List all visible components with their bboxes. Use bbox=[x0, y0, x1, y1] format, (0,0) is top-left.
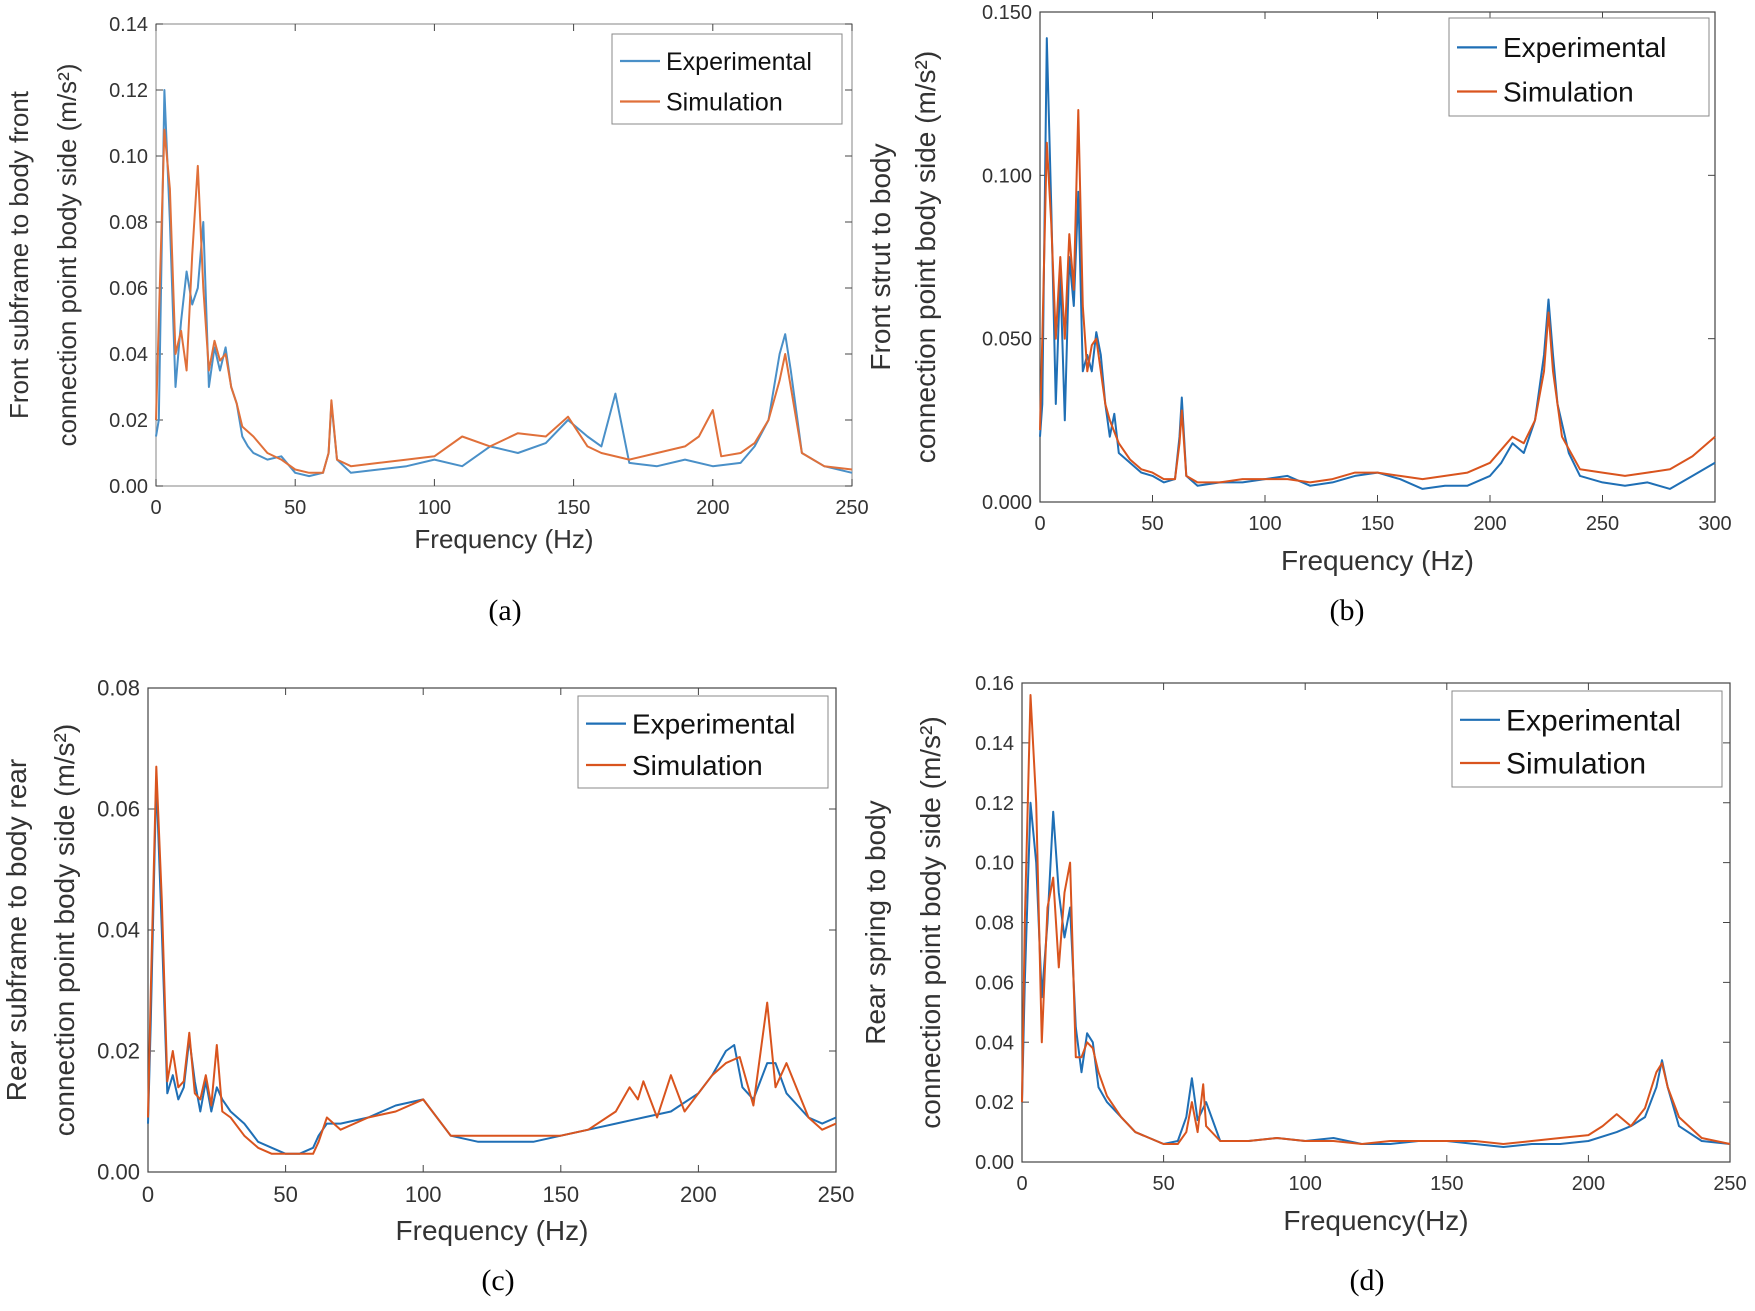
legend: Experimental Simulation bbox=[1448, 17, 1710, 117]
chart-panel-c: 0 50 100 150 200 250 0.00 0.02 0.04 0.06 0.08 Frequ… bbox=[1, 676, 854, 1297]
legend-box bbox=[1448, 17, 1710, 117]
y-tick-label: 0.14 bbox=[109, 14, 148, 36]
legend-label: Experimental bbox=[666, 48, 812, 76]
x-tick-label: 200 bbox=[1473, 513, 1506, 535]
plot-area bbox=[155, 23, 853, 487]
y-axis-label-line2: connection point body side (m/s²) bbox=[910, 51, 941, 463]
y-tick-label: 0.00 bbox=[97, 1160, 140, 1185]
legend-label: Simulation bbox=[1506, 748, 1646, 781]
chart-panel-d: 0 50 100 150 200 250 0.00 0.02 0.04 0.06 0.08 0.10 0… bbox=[860, 673, 1747, 1297]
legend-label: Simulation bbox=[632, 750, 763, 781]
y-tick-label: 0.02 bbox=[975, 1092, 1014, 1114]
x-tick-label: 100 bbox=[405, 1182, 442, 1207]
series-line-experimental bbox=[155, 89, 853, 478]
y-axis-label-line2: connection point body side (m/s²) bbox=[49, 724, 80, 1136]
y-tick-label: 0.04 bbox=[97, 918, 140, 943]
y-tick-label: 0.02 bbox=[109, 410, 148, 432]
series-line-simulation bbox=[155, 128, 853, 474]
legend-box bbox=[1451, 690, 1723, 788]
x-tick-label: 200 bbox=[680, 1182, 717, 1207]
legend-label: Experimental bbox=[1503, 32, 1666, 63]
legend: Experimental Simulation bbox=[1451, 690, 1723, 788]
y-tick-label: 0.04 bbox=[975, 1032, 1014, 1054]
x-tick-label: 200 bbox=[696, 497, 729, 519]
y-tick-label: 0.08 bbox=[109, 212, 148, 234]
x-tick-label: 250 bbox=[1713, 1173, 1746, 1195]
y-tick-label: 0.10 bbox=[109, 146, 148, 168]
x-tick-label: 100 bbox=[418, 497, 451, 519]
legend-label: Simulation bbox=[666, 88, 783, 116]
x-tick-label: 200 bbox=[1572, 1173, 1605, 1195]
legend-box bbox=[577, 695, 829, 789]
y-axis-label-line1: Front subframe to body front bbox=[4, 90, 34, 419]
y-tick-label: 0.100 bbox=[982, 165, 1032, 187]
panel-caption: (d) bbox=[1350, 1264, 1385, 1297]
y-tick-label: 0.050 bbox=[982, 329, 1032, 351]
panel-caption: (b) bbox=[1330, 594, 1365, 627]
x-tick-label: 250 bbox=[1586, 513, 1619, 535]
y-tick-label: 0.14 bbox=[975, 733, 1014, 755]
x-axis-label: Frequency(Hz) bbox=[1283, 1205, 1468, 1236]
x-axis-label: Frequency (Hz) bbox=[414, 524, 593, 554]
y-tick-label: 0.000 bbox=[982, 492, 1032, 514]
series-line-simulation bbox=[147, 765, 837, 1155]
panel-caption: (c) bbox=[481, 1264, 514, 1297]
x-tick-label: 0 bbox=[1034, 513, 1045, 535]
x-tick-label: 50 bbox=[1141, 513, 1163, 535]
y-tick-label: 0.00 bbox=[975, 1152, 1014, 1174]
y-tick-label: 0.08 bbox=[97, 676, 140, 701]
x-tick-label: 150 bbox=[542, 1182, 579, 1207]
y-tick-label: 0.10 bbox=[975, 853, 1014, 875]
y-tick-label: 0.08 bbox=[975, 913, 1014, 935]
y-tick-label: 0.06 bbox=[97, 797, 140, 822]
series-line-simulation bbox=[1021, 694, 1731, 1145]
y-axis-label-line1: Rear spring to body bbox=[860, 800, 891, 1044]
x-tick-label: 150 bbox=[1361, 513, 1394, 535]
x-tick-label: 250 bbox=[835, 497, 868, 519]
y-axis-label-line2: connection point body side (m/s²) bbox=[915, 716, 946, 1128]
y-axis-label-line1: Rear subframe to body rear bbox=[1, 759, 32, 1101]
legend: Experimental Simulation bbox=[577, 695, 829, 789]
series-line-experimental bbox=[147, 777, 837, 1155]
y-tick-label: 0.04 bbox=[109, 344, 148, 366]
x-tick-label: 50 bbox=[273, 1182, 297, 1207]
x-tick-label: 0 bbox=[150, 497, 161, 519]
x-tick-label: 50 bbox=[284, 497, 306, 519]
legend-label: Experimental bbox=[632, 708, 795, 739]
x-tick-label: 100 bbox=[1248, 513, 1281, 535]
x-tick-label: 150 bbox=[1430, 1173, 1463, 1195]
legend-label: Simulation bbox=[1503, 76, 1634, 107]
legend-box bbox=[611, 33, 843, 125]
y-tick-label: 0.12 bbox=[975, 793, 1014, 815]
y-tick-label: 0.02 bbox=[97, 1039, 140, 1064]
chart-panel-a: 0 50 100 150 200 250 0.00 0.02 0.04 0.06 0.08 0.10 0… bbox=[4, 14, 869, 627]
x-tick-label: 300 bbox=[1698, 513, 1731, 535]
x-tick-label: 250 bbox=[818, 1182, 855, 1207]
chart-panel-b: 0 50 100 150 200 250 300 0.000 0.050 0.100 0.150 Fr… bbox=[865, 2, 1732, 627]
x-tick-label: 0 bbox=[142, 1182, 154, 1207]
legend-label: Experimental bbox=[1506, 704, 1681, 737]
legend: Experimental Simulation bbox=[611, 33, 843, 125]
panel-caption: (a) bbox=[488, 594, 521, 627]
y-tick-label: 0.06 bbox=[109, 278, 148, 300]
x-axis-label: Frequency (Hz) bbox=[396, 1215, 589, 1246]
x-tick-label: 0 bbox=[1016, 1173, 1027, 1195]
y-tick-label: 0.16 bbox=[975, 673, 1014, 695]
y-tick-label: 0.00 bbox=[109, 476, 148, 498]
y-tick-label: 0.150 bbox=[982, 2, 1032, 24]
x-axis-label: Frequency (Hz) bbox=[1281, 545, 1474, 576]
series-line-experimental bbox=[1021, 801, 1731, 1148]
x-tick-label: 50 bbox=[1152, 1173, 1174, 1195]
y-axis-label-line2: connection point body side (m/s²) bbox=[52, 64, 82, 447]
series-line-simulation bbox=[1039, 109, 1716, 484]
y-axis-label-line1: Front strut to body bbox=[865, 143, 896, 370]
x-tick-label: 150 bbox=[557, 497, 590, 519]
y-tick-label: 0.12 bbox=[109, 80, 148, 102]
y-tick-label: 0.06 bbox=[975, 972, 1014, 994]
x-tick-label: 100 bbox=[1289, 1173, 1322, 1195]
